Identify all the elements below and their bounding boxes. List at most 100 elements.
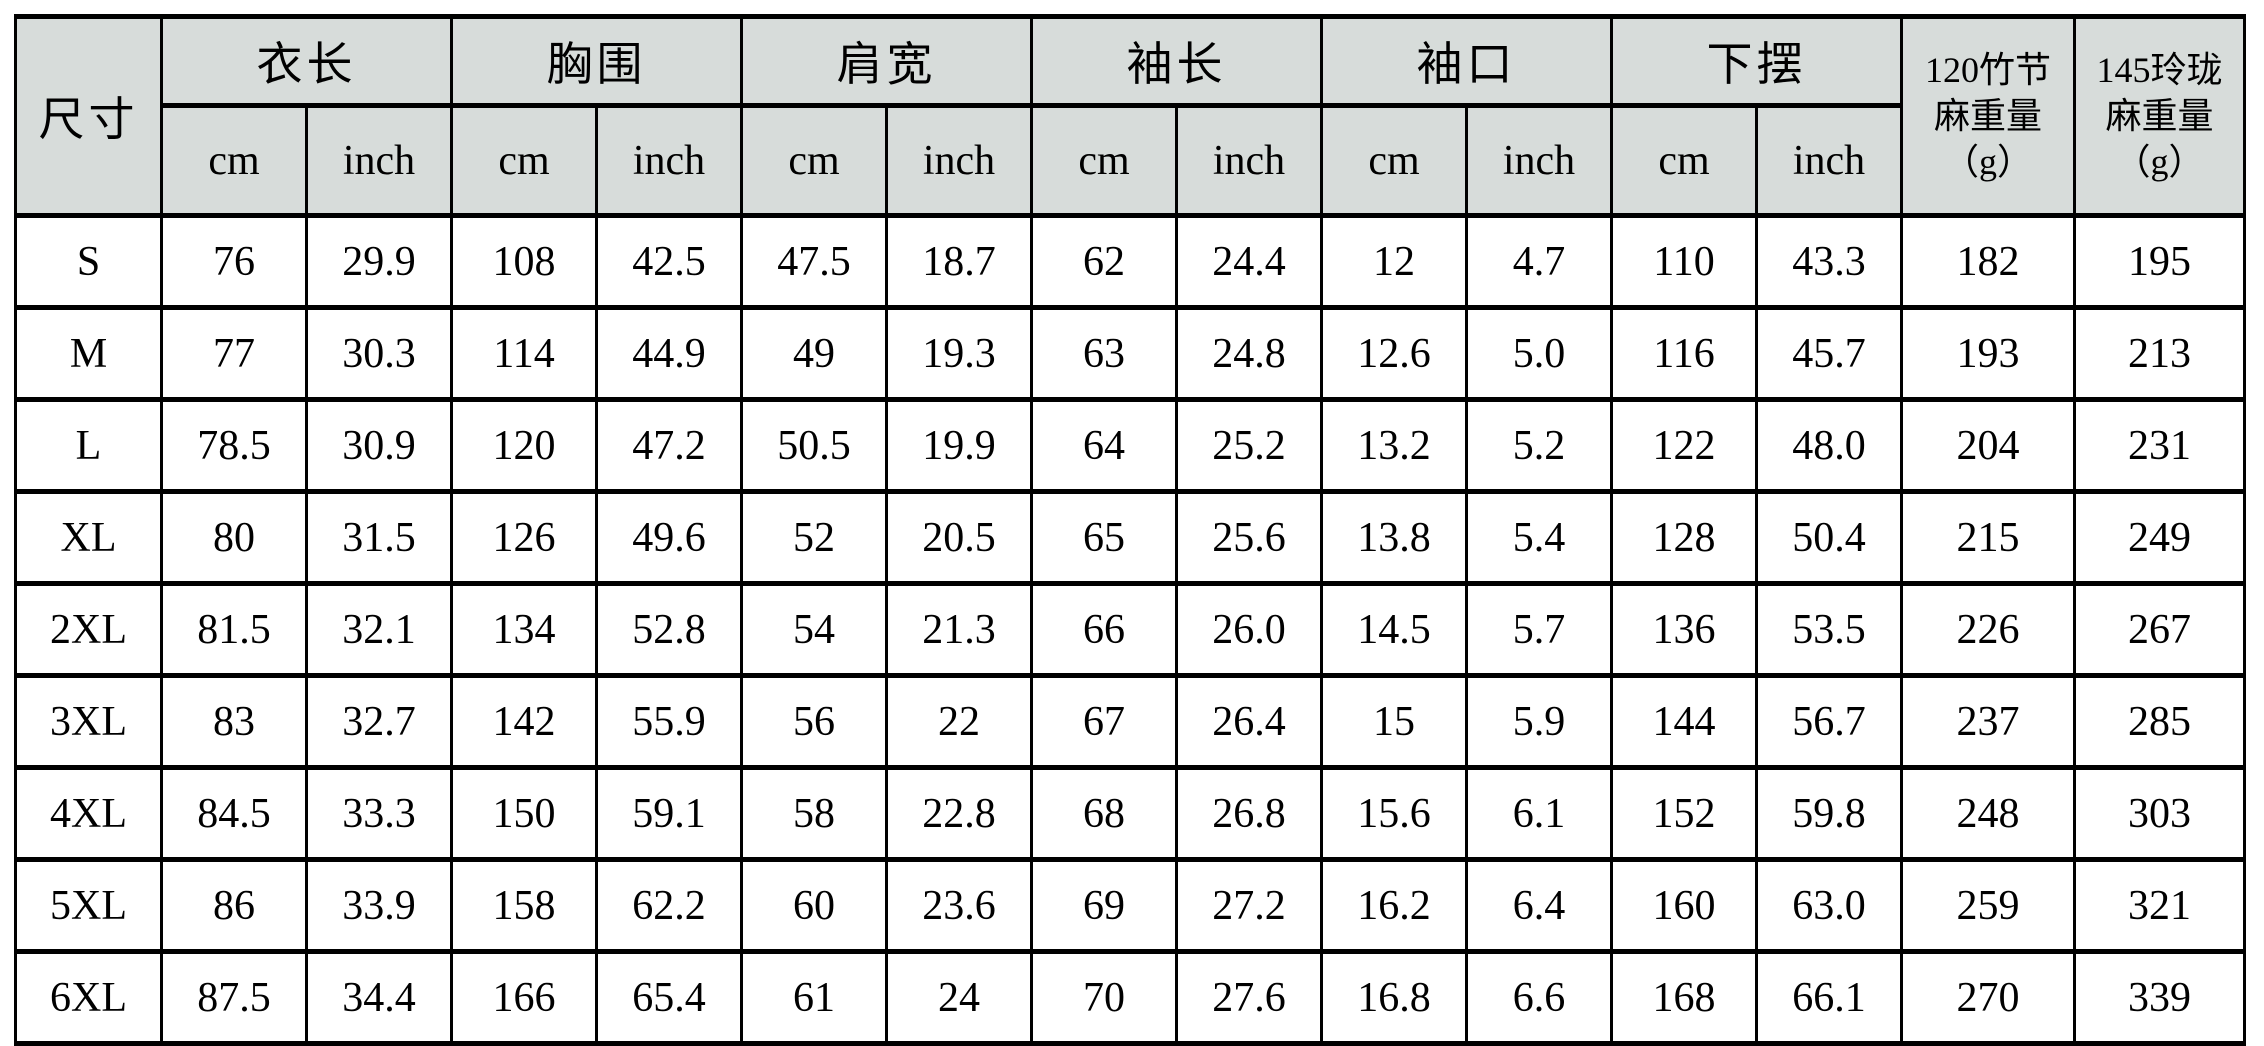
table-row: 3XL 83 32.7 142 55.9 56 22 67 26.4 15 5.9 144 56.7 23…: [14, 673, 2246, 770]
value-cell: 5.9: [1465, 673, 1613, 770]
header-row-units: cm inch cm inch cm inch cm inch cm inch …: [16, 103, 2245, 218]
value-cell: 120: [450, 397, 598, 494]
value-cell: 63.0: [1755, 857, 1903, 954]
value-cell: 26.0: [1175, 581, 1323, 678]
value-cell: 12: [1320, 213, 1468, 310]
size-cell: 5XL: [14, 857, 163, 954]
value-cell: 303: [2073, 765, 2246, 862]
value-cell: 142: [450, 673, 598, 770]
value-cell: 26.4: [1175, 673, 1323, 770]
size-cell: L: [14, 397, 163, 494]
value-cell: 321: [2073, 857, 2246, 954]
table-row: 4XL 84.5 33.3 150 59.1 58 22.8 68 26.8 15.6 6.1 152…: [14, 765, 2246, 862]
value-cell: 195: [2073, 213, 2246, 310]
value-cell: 5.7: [1465, 581, 1613, 678]
unit-header-cm: cm: [1320, 103, 1468, 218]
value-cell: 84.5: [160, 765, 308, 862]
value-cell: 168: [1610, 949, 1758, 1046]
value-cell: 12.6: [1320, 305, 1468, 402]
value-cell: 144: [1610, 673, 1758, 770]
value-cell: 6.6: [1465, 949, 1613, 1046]
value-cell: 15: [1320, 673, 1468, 770]
size-cell: S: [14, 213, 163, 310]
unit-header-inch: inch: [1175, 103, 1323, 218]
value-cell: 21.3: [885, 581, 1033, 678]
value-cell: 58: [740, 765, 888, 862]
value-cell: 18.7: [885, 213, 1033, 310]
unit-header-cm: cm: [160, 103, 308, 218]
value-cell: 114: [450, 305, 598, 402]
value-cell: 55.9: [595, 673, 743, 770]
value-cell: 83: [160, 673, 308, 770]
value-cell: 47.2: [595, 397, 743, 494]
size-cell: 6XL: [14, 949, 163, 1046]
group-header-hem: 下摆: [1610, 14, 1903, 108]
value-cell: 5.4: [1465, 489, 1613, 586]
value-cell: 48.0: [1755, 397, 1903, 494]
value-cell: 122: [1610, 397, 1758, 494]
weight-header-line: 麻重量: [1933, 95, 2042, 136]
value-cell: 136: [1610, 581, 1758, 678]
value-cell: 56: [740, 673, 888, 770]
value-cell: 215: [1900, 489, 2076, 586]
value-cell: 226: [1900, 581, 2076, 678]
value-cell: 63: [1030, 305, 1178, 402]
value-cell: 29.9: [305, 213, 453, 310]
table-body: S 76 29.9 108 42.5 47.5 18.7 62 24.4 12 4.7 110 43.3…: [14, 213, 2246, 1046]
value-cell: 65.4: [595, 949, 743, 1046]
value-cell: 26.8: [1175, 765, 1323, 862]
value-cell: 65: [1030, 489, 1178, 586]
value-cell: 86: [160, 857, 308, 954]
value-cell: 70: [1030, 949, 1178, 1046]
value-cell: 158: [450, 857, 598, 954]
value-cell: 80: [160, 489, 308, 586]
value-cell: 27.2: [1175, 857, 1323, 954]
value-cell: 126: [450, 489, 598, 586]
value-cell: 68: [1030, 765, 1178, 862]
value-cell: 150: [450, 765, 598, 862]
value-cell: 248: [1900, 765, 2076, 862]
size-column-header: 尺寸: [14, 14, 163, 218]
weight-header-line: 麻重量: [2105, 95, 2214, 136]
table-row: 6XL 87.5 34.4 166 65.4 61 24 70 27.6 16.8 6.6 168 66…: [14, 949, 2246, 1046]
group-header-shoulder: 肩宽: [740, 14, 1033, 108]
weight-header-line: （g）: [2114, 142, 2205, 183]
group-header-garment-length: 衣长: [160, 14, 453, 108]
value-cell: 108: [450, 213, 598, 310]
value-cell: 19.9: [885, 397, 1033, 494]
weight-header-line: （g）: [1942, 142, 2033, 183]
unit-header-cm: cm: [1610, 103, 1758, 218]
value-cell: 49.6: [595, 489, 743, 586]
value-cell: 23.6: [885, 857, 1033, 954]
value-cell: 5.0: [1465, 305, 1613, 402]
unit-header-inch: inch: [305, 103, 453, 218]
unit-header-inch: inch: [595, 103, 743, 218]
value-cell: 110: [1610, 213, 1758, 310]
value-cell: 134: [450, 581, 598, 678]
weight-column-header-145: 145玲珑 麻重量 （g）: [2073, 14, 2246, 218]
value-cell: 66.1: [1755, 949, 1903, 1046]
size-chart-table: 尺寸 衣长 胸围 肩宽 袖长 袖口 下摆 120竹节 麻重量 （g） 145玲珑…: [14, 14, 2246, 1046]
value-cell: 267: [2073, 581, 2246, 678]
weight-column-header-120: 120竹节 麻重量 （g）: [1900, 14, 2076, 218]
value-cell: 24.8: [1175, 305, 1323, 402]
unit-header-cm: cm: [1030, 103, 1178, 218]
value-cell: 81.5: [160, 581, 308, 678]
value-cell: 237: [1900, 673, 2076, 770]
value-cell: 67: [1030, 673, 1178, 770]
value-cell: 5.2: [1465, 397, 1613, 494]
value-cell: 128: [1610, 489, 1758, 586]
size-cell: 3XL: [14, 673, 163, 770]
size-cell: 4XL: [14, 765, 163, 862]
value-cell: 25.2: [1175, 397, 1323, 494]
value-cell: 166: [450, 949, 598, 1046]
value-cell: 87.5: [160, 949, 308, 1046]
unit-header-inch: inch: [1755, 103, 1903, 218]
value-cell: 50.4: [1755, 489, 1903, 586]
value-cell: 19.3: [885, 305, 1033, 402]
value-cell: 53.5: [1755, 581, 1903, 678]
size-cell: XL: [14, 489, 163, 586]
value-cell: 24: [885, 949, 1033, 1046]
value-cell: 22: [885, 673, 1033, 770]
value-cell: 160: [1610, 857, 1758, 954]
